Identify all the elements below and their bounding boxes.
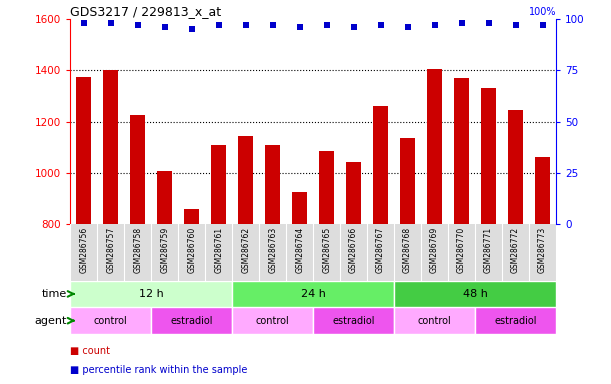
Text: agent: agent: [35, 316, 67, 326]
FancyBboxPatch shape: [313, 307, 394, 334]
Bar: [319, 151, 334, 224]
Point: [511, 22, 521, 28]
Point: [133, 22, 142, 28]
FancyBboxPatch shape: [70, 281, 232, 307]
Point: [538, 22, 547, 28]
Text: GSM286764: GSM286764: [295, 227, 304, 273]
Text: GSM286768: GSM286768: [403, 227, 412, 273]
Bar: [427, 69, 442, 224]
Bar: [292, 192, 307, 224]
Point: [187, 26, 197, 33]
Text: 48 h: 48 h: [463, 289, 488, 299]
Bar: [130, 115, 145, 224]
Point: [295, 24, 304, 30]
Bar: [508, 110, 523, 224]
Text: GSM286773: GSM286773: [538, 227, 547, 273]
Point: [376, 22, 386, 28]
Bar: [211, 144, 226, 224]
Point: [322, 22, 332, 28]
FancyBboxPatch shape: [232, 307, 313, 334]
Point: [106, 20, 115, 26]
Point: [403, 24, 412, 30]
Text: estradiol: estradiol: [332, 316, 375, 326]
Bar: [265, 144, 280, 224]
Point: [484, 20, 494, 26]
Bar: [103, 70, 118, 224]
Text: GSM286770: GSM286770: [457, 227, 466, 273]
Point: [268, 22, 277, 28]
Bar: [185, 209, 199, 224]
Text: GSM286765: GSM286765: [322, 227, 331, 273]
Text: GSM286758: GSM286758: [133, 227, 142, 273]
Text: ■ percentile rank within the sample: ■ percentile rank within the sample: [70, 365, 247, 375]
Text: 24 h: 24 h: [301, 289, 326, 299]
Bar: [535, 157, 550, 224]
Text: GSM286761: GSM286761: [214, 227, 223, 273]
FancyBboxPatch shape: [70, 307, 152, 334]
Bar: [157, 171, 172, 224]
Text: GSM286769: GSM286769: [430, 227, 439, 273]
Text: ■ count: ■ count: [70, 346, 110, 356]
FancyBboxPatch shape: [152, 307, 232, 334]
FancyBboxPatch shape: [475, 307, 556, 334]
FancyBboxPatch shape: [394, 281, 556, 307]
FancyBboxPatch shape: [394, 307, 475, 334]
Text: estradiol: estradiol: [494, 316, 537, 326]
Bar: [481, 88, 496, 224]
Text: GSM286766: GSM286766: [349, 227, 358, 273]
Point: [214, 22, 224, 28]
Text: GSM286757: GSM286757: [106, 227, 115, 273]
Point: [79, 20, 89, 26]
Text: control: control: [94, 316, 128, 326]
FancyBboxPatch shape: [232, 281, 394, 307]
Text: control: control: [418, 316, 452, 326]
Point: [349, 24, 359, 30]
Point: [160, 24, 170, 30]
Text: GSM286772: GSM286772: [511, 227, 520, 273]
Text: control: control: [256, 316, 290, 326]
Text: GSM286771: GSM286771: [484, 227, 493, 273]
Text: 100%: 100%: [529, 7, 556, 17]
Bar: [373, 106, 388, 224]
Bar: [346, 162, 361, 224]
Point: [456, 20, 466, 26]
Text: GSM286762: GSM286762: [241, 227, 250, 273]
Bar: [76, 77, 91, 224]
Bar: [454, 78, 469, 224]
Text: time: time: [42, 289, 67, 299]
Bar: [238, 136, 253, 224]
Text: estradiol: estradiol: [170, 316, 213, 326]
Text: GSM286760: GSM286760: [187, 227, 196, 273]
Text: GSM286756: GSM286756: [79, 227, 88, 273]
Text: GSM286767: GSM286767: [376, 227, 385, 273]
Text: GSM286763: GSM286763: [268, 227, 277, 273]
Bar: [400, 138, 415, 224]
Text: GSM286759: GSM286759: [160, 227, 169, 273]
Point: [241, 22, 251, 28]
Text: GDS3217 / 229813_x_at: GDS3217 / 229813_x_at: [70, 5, 221, 18]
Point: [430, 22, 439, 28]
Text: 12 h: 12 h: [139, 289, 164, 299]
